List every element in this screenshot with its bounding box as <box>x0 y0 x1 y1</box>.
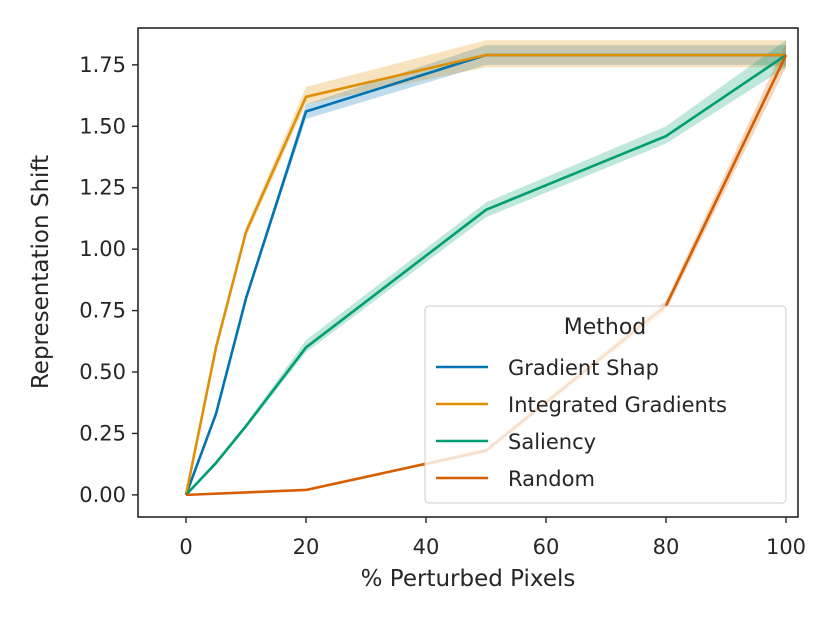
legend: Method Gradient Shap Integrated Gradients… <box>424 305 787 504</box>
x-axis-ticks: 0 20 40 60 80 100 <box>179 517 806 559</box>
legend-label: Gradient Shap <box>508 356 659 380</box>
plot-frame <box>137 27 799 518</box>
legend-title: Method <box>564 315 647 340</box>
y-tick-label: 0.75 <box>79 299 126 323</box>
series-line-integrated-gradients <box>184 53 786 496</box>
y-tick-label: 0.00 <box>79 483 126 507</box>
legend-label: Random <box>508 467 595 491</box>
y-axis-ticks: 0.00 0.25 0.50 0.75 1.00 1.25 1.50 1.75 <box>79 53 138 507</box>
y-tick-label: 0.50 <box>79 360 126 384</box>
y-tick-label: 1.25 <box>79 176 126 200</box>
y-tick-label: 1.00 <box>79 237 126 261</box>
x-tick-label: 40 <box>413 535 440 559</box>
legend-box <box>424 305 787 504</box>
x-tick-label: 100 <box>766 535 806 559</box>
series-line-saliency <box>185 53 787 496</box>
legend-entries: Gradient Shap Integrated Gradients Salienc… <box>436 356 727 491</box>
y-axis-label: Representation Shift <box>28 155 54 389</box>
legend-label: Saliency <box>508 430 596 454</box>
y-tick-label: 1.75 <box>79 53 126 77</box>
y-tick-label: 0.25 <box>79 421 126 445</box>
series-line-random <box>185 54 788 497</box>
confidence-bands <box>186 40 786 495</box>
x-tick-label: 0 <box>179 535 192 559</box>
x-tick-label: 20 <box>293 535 320 559</box>
x-axis-label: % Perturbed Pixels <box>361 566 576 592</box>
x-tick-label: 60 <box>533 535 560 559</box>
y-tick-label: 1.50 <box>79 114 126 138</box>
ci-band-saliency <box>186 40 786 495</box>
series-lines <box>184 53 788 497</box>
x-tick-label: 80 <box>653 535 680 559</box>
legend-label: Integrated Gradients <box>508 393 727 417</box>
